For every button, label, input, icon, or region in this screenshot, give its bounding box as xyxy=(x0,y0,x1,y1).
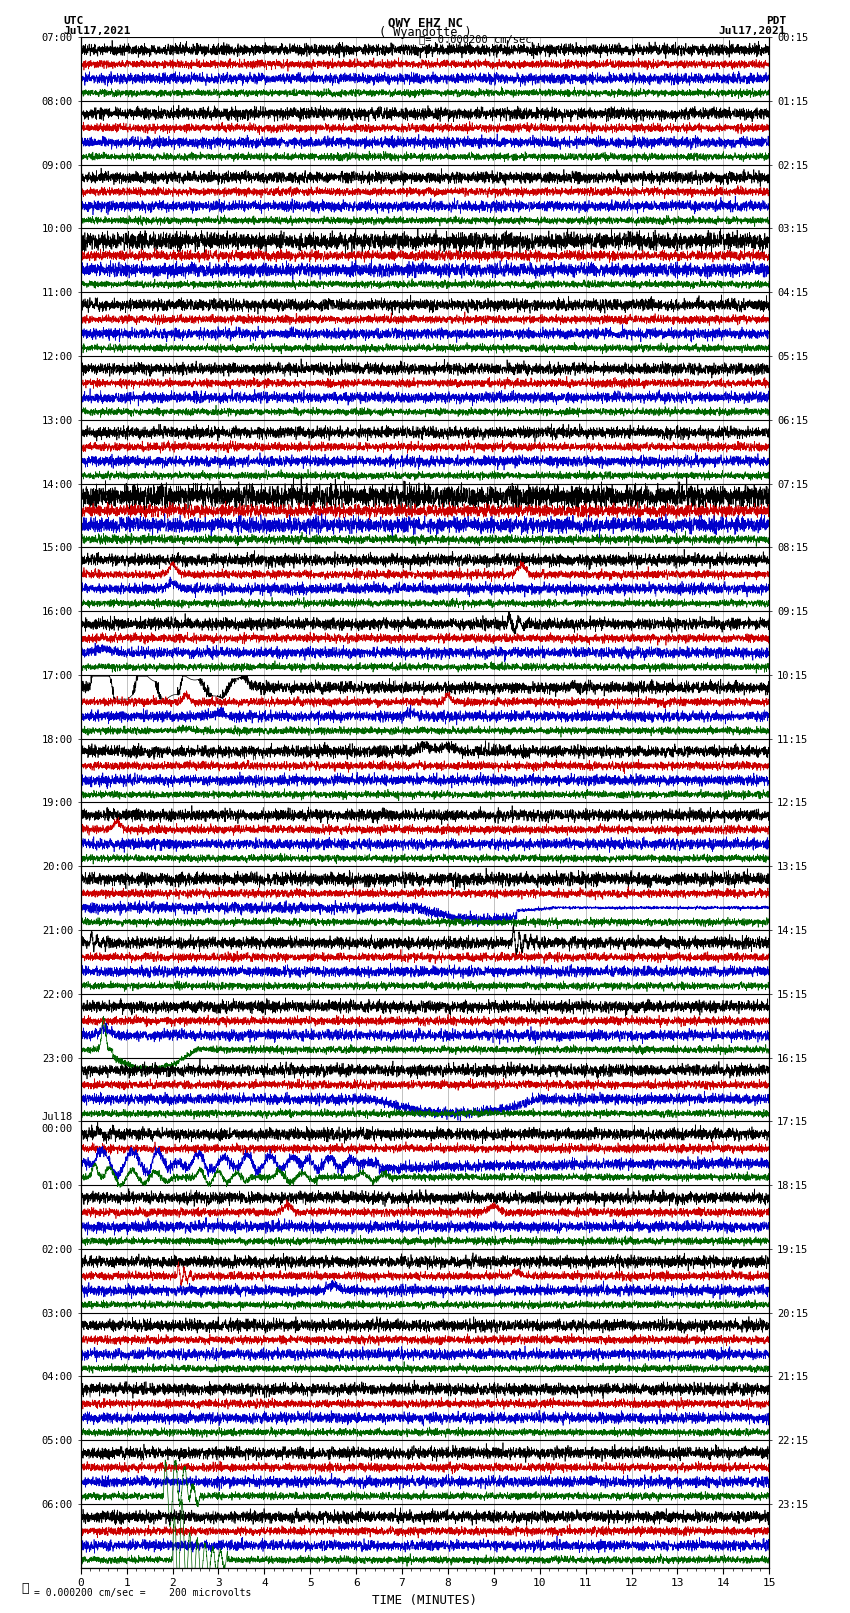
Text: Jul17,2021: Jul17,2021 xyxy=(719,26,786,35)
X-axis label: TIME (MINUTES): TIME (MINUTES) xyxy=(372,1594,478,1607)
Text: UTC: UTC xyxy=(64,16,84,26)
Text: ⎹: ⎹ xyxy=(21,1582,29,1595)
Text: QWY EHZ NC: QWY EHZ NC xyxy=(388,16,462,29)
Text: = 0.000200 cm/sec =    200 microvolts: = 0.000200 cm/sec = 200 microvolts xyxy=(34,1589,252,1598)
Text: Jul17,2021: Jul17,2021 xyxy=(64,26,131,35)
Text: ⎹= 0.000200 cm/sec: ⎹= 0.000200 cm/sec xyxy=(419,34,531,44)
Text: ( Wyandotte ): ( Wyandotte ) xyxy=(379,26,471,39)
Text: PDT: PDT xyxy=(766,16,786,26)
